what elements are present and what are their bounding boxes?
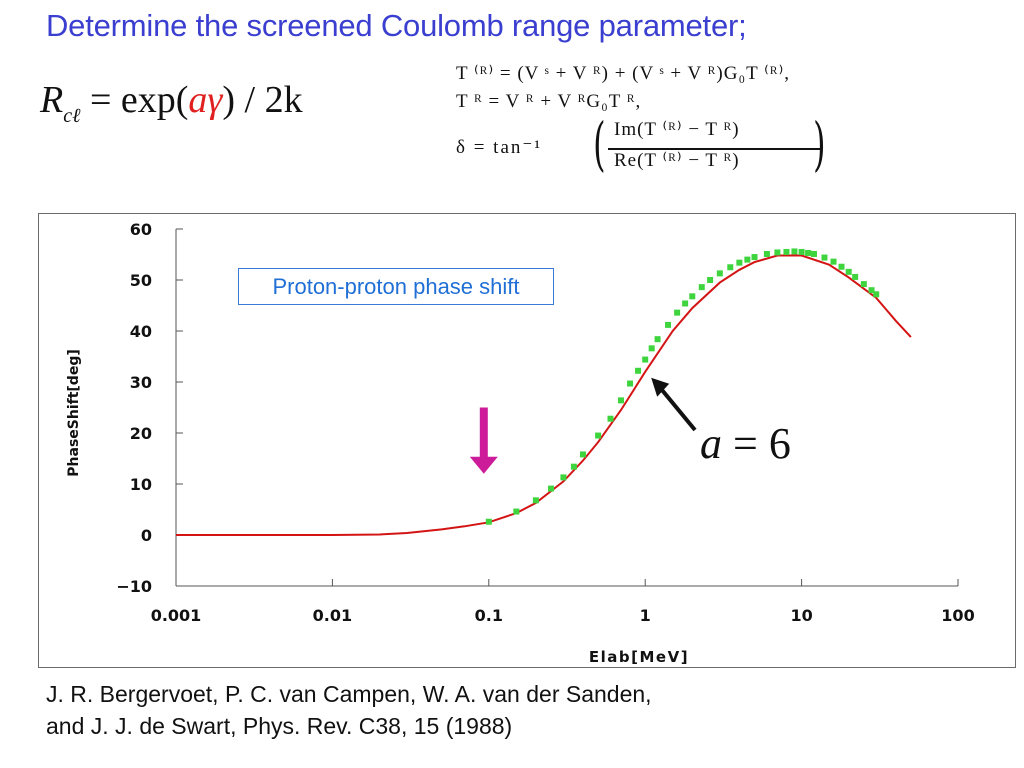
right-paren-glyph: ) (813, 110, 826, 178)
chart-frame: −10 0 10 20 30 40 50 60 0.001 0.01 0.1 1 10 100 Elab[M… (38, 213, 1016, 668)
data-point (810, 250, 817, 257)
annotation-a-value: = 6 (722, 419, 791, 468)
annotation-arrow-shaft (658, 386, 697, 432)
data-point (707, 277, 714, 283)
magenta-arrow-head (469, 456, 498, 474)
citation-reference: J. R. Bergervoet, P. C. van Campen, W. A… (46, 678, 652, 742)
data-point (716, 270, 723, 277)
y-tick-label: 30 (130, 373, 152, 392)
x-tick-label: 0.001 (151, 606, 202, 625)
data-point (648, 345, 655, 352)
equation-phase-shift: δ = tan⁻¹ ( Im(T ⁽ᴿ⁾ − T ᴿ) Re(T ⁽ᴿ⁾ − T… (456, 110, 996, 182)
data-point (674, 309, 681, 316)
data-point (852, 273, 859, 280)
data-point (642, 356, 649, 363)
data-point (607, 415, 614, 422)
left-paren-glyph: ( (593, 110, 606, 178)
data-point (736, 259, 743, 266)
data-point (665, 321, 672, 328)
data-point (595, 432, 602, 439)
y-tick-label: −10 (116, 577, 152, 596)
data-point (689, 293, 696, 300)
data-point (579, 451, 586, 458)
data-point (485, 518, 492, 525)
slide-title: Determine the screened Coulomb range par… (46, 8, 747, 43)
data-point (548, 485, 555, 492)
equation-phase-denominator: Re(T ⁽ᴿ⁾ − T ᴿ) (614, 150, 740, 171)
y-tick-label: 40 (130, 322, 152, 341)
data-point (805, 249, 812, 256)
data-point (570, 463, 577, 470)
data-point (860, 281, 867, 288)
y-tick-label: 20 (130, 424, 152, 443)
data-point (763, 250, 770, 257)
data-point (751, 254, 758, 261)
x-axis-title: Elab[MeV] (589, 648, 689, 666)
data-point (774, 249, 781, 256)
citation-line-2: and J. J. de Swart, Phys. Rev. C38, 15 (… (46, 713, 513, 739)
annotation-a-symbol: a (700, 419, 722, 468)
equation-phase-numerator: Im(T ⁽ᴿ⁾ − T ᴿ) (614, 119, 740, 140)
y-tick-label: 60 (130, 220, 152, 239)
data-point (698, 284, 705, 291)
range-formula-rhs-pre: = exp( (80, 79, 189, 121)
data-point (873, 291, 880, 298)
equation-t-screened: T ᴿ = V ᴿ + V ᴿG₀T ᴿ, (456, 91, 642, 112)
range-formula: Rcℓ = exp(aγ) / 2k (40, 78, 303, 128)
y-tick-label: 50 (130, 271, 152, 290)
x-tick-label: 0.1 (475, 606, 503, 625)
annotation-arrow-head (651, 377, 670, 397)
equation-t-coulomb: T ⁽ᴿ⁾ = (V ˢ + V ᴿ) + (V ˢ + V ᴿ)G₀T ⁽ᴿ⁾… (456, 63, 790, 84)
range-formula-rhs-post: ) / 2k (222, 79, 303, 121)
data-point (838, 263, 845, 270)
theory-curve-line (176, 254, 912, 536)
data-point (821, 254, 828, 261)
x-tick-label: 0.01 (313, 606, 352, 625)
data-point (845, 268, 852, 275)
range-formula-param: aγ (188, 79, 223, 121)
data-point (727, 264, 734, 271)
y-axis-title: PhaseShift[deg] (66, 349, 82, 476)
data-point (532, 497, 539, 504)
x-tick-label: 10 (790, 606, 812, 625)
y-tick-label: 10 (130, 475, 152, 494)
data-point (654, 336, 661, 343)
data-point (627, 380, 634, 387)
data-point (868, 287, 875, 294)
data-point (682, 300, 689, 307)
equation-phase-lhs: δ = tan⁻¹ (456, 137, 543, 158)
range-formula-lhs: R (40, 79, 64, 121)
t-matrix-equations: T ⁽ᴿ⁾ = (V ˢ + V ᴿ) + (V ˢ + V ᴿ)G₀T ⁽ᴿ⁾… (456, 60, 996, 182)
data-point (635, 367, 642, 374)
chart-legend-box: Proton-proton phase shift (238, 268, 554, 305)
data-point (560, 474, 567, 481)
data-point (783, 248, 790, 255)
x-tick-label: 100 (941, 606, 974, 625)
data-point (513, 508, 520, 515)
x-tick-label: 1 (640, 606, 651, 625)
y-tick-label: 0 (141, 526, 152, 545)
range-formula-subscript: cℓ (63, 105, 81, 127)
annotation-a-equals-6: a = 6 (700, 418, 791, 469)
data-point (617, 397, 624, 404)
citation-line-1: J. R. Bergervoet, P. C. van Campen, W. A… (46, 681, 652, 707)
fraction-bar (608, 148, 822, 150)
data-point (791, 248, 798, 255)
data-point (830, 258, 837, 265)
data-point (798, 248, 805, 255)
phase-shift-chart: −10 0 10 20 30 40 50 60 0.001 0.01 0.1 1 10 100 Elab[M… (66, 220, 975, 666)
data-point (744, 256, 751, 263)
